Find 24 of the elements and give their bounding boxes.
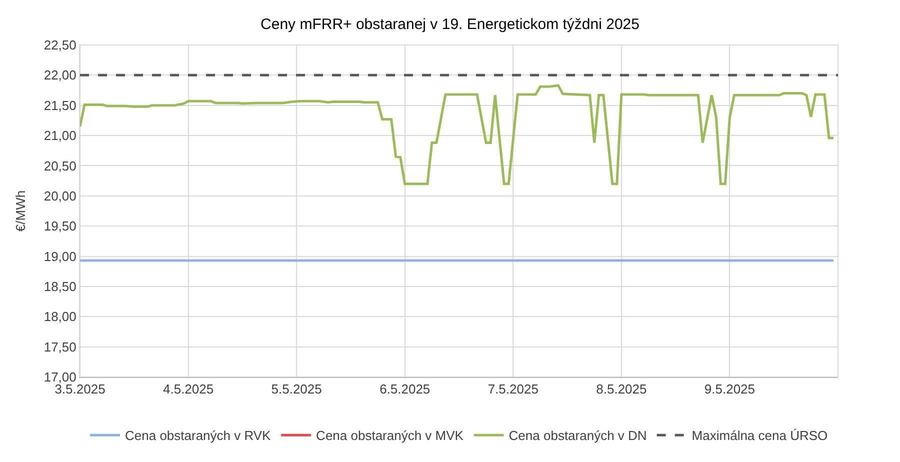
legend-label: Maximálna cena ÚRSO (692, 428, 828, 444)
legend-label: Cena obstaraných v RVK (125, 428, 272, 444)
x-tick-label: 7.5.2025 (488, 382, 538, 397)
legend-label: Cena obstaraných v MVK (316, 428, 464, 444)
x-tick-label: 8.5.2025 (596, 382, 647, 397)
y-tick-label: 20,00 (44, 188, 76, 204)
chart-title: Ceny mFRR+ obstaranej v 19. Energetickom týždni 2025 (260, 16, 640, 33)
legend-label: Cena obstaraných v DN (508, 428, 647, 444)
y-tick-label: 21,00 (44, 128, 76, 144)
x-tick-label: 6.5.2025 (380, 382, 430, 397)
y-tick-label: 22,50 (44, 38, 76, 53)
y-axis-title: €/MWh (12, 190, 28, 232)
y-tick-label: 19,50 (44, 218, 76, 234)
x-tick-label: 4.5.2025 (162, 382, 214, 397)
y-tick-label: 19,00 (44, 248, 76, 264)
y-tick-label: 17,50 (44, 339, 76, 354)
y-tick-label: 18,00 (44, 309, 76, 324)
line-series (80, 84, 835, 186)
y-tick-label: 18,50 (44, 279, 76, 294)
x-tick-label: 5.5.2025 (271, 382, 322, 397)
x-tick-label: 9.5.2025 (704, 382, 756, 397)
y-tick-label: 20,50 (44, 158, 76, 174)
y-tick-label: 21,50 (44, 98, 76, 113)
y-tick-label: 22,00 (44, 68, 76, 83)
